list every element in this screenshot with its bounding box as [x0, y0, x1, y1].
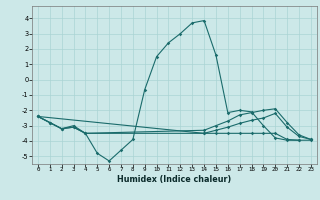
- X-axis label: Humidex (Indice chaleur): Humidex (Indice chaleur): [117, 175, 232, 184]
